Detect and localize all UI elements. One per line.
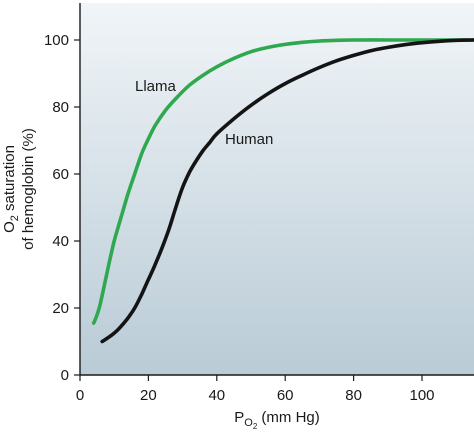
y-axis-title-line1: O2 saturation — [1, 145, 21, 233]
y-tick-label-20: 20 — [52, 300, 69, 317]
y-axis-title-line1-rest: saturation — [1, 145, 18, 215]
x-axis-title-subsub: 2 — [253, 422, 258, 431]
y-axis-title-line1-main: O — [1, 221, 18, 233]
series-line-human — [100, 38, 474, 344]
y-tick-label-60: 60 — [52, 166, 69, 183]
y-tick-label-40: 40 — [52, 233, 69, 250]
series-label-llama: Llama — [135, 78, 177, 95]
x-axis-title-main: P — [234, 409, 244, 426]
series-line-llama — [91, 38, 474, 325]
x-tick-label-100: 100 — [409, 387, 434, 404]
tick-layer: 0 20 40 60 80 100 0 20 40 60 80 100 — [44, 32, 435, 404]
y-tick-label-0: 0 — [61, 367, 69, 384]
x-tick-label-80: 80 — [345, 387, 362, 404]
x-tick-label-60: 60 — [277, 387, 294, 404]
y-tick-label-100: 100 — [44, 32, 69, 49]
x-axis-title-sub: O — [244, 417, 253, 429]
y-axis-title-line1-sub: 2 — [9, 215, 21, 221]
series-layer — [91, 38, 474, 344]
plot-area — [80, 3, 474, 375]
x-tick-label-40: 40 — [208, 387, 225, 404]
x-tick-label-0: 0 — [76, 387, 84, 404]
x-axis-title: PO2 (mm Hg) — [234, 409, 320, 431]
y-axis-title: O2 saturation of hemoglobin (%) — [1, 128, 37, 250]
y-tick-label-80: 80 — [52, 99, 69, 116]
x-axis-title-rest: (mm Hg) — [257, 409, 320, 426]
x-tick-label-20: 20 — [140, 387, 157, 404]
series-label-human: Human — [225, 131, 273, 148]
y-axis-title-line2: of hemoglobin (%) — [20, 128, 37, 250]
